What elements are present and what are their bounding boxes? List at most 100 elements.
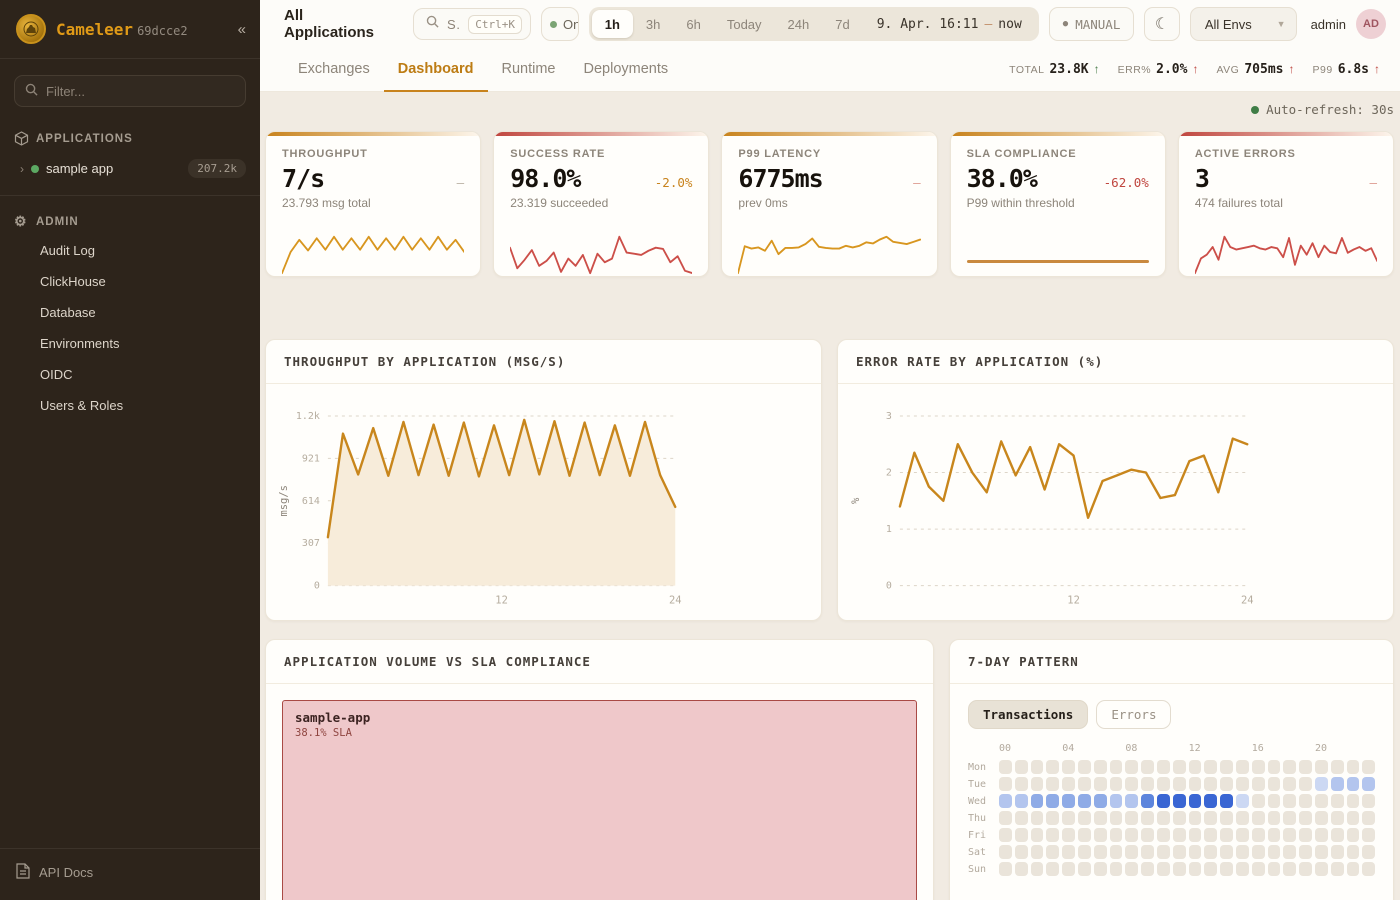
tab-deployments[interactable]: Deployments bbox=[583, 60, 669, 77]
kpi-card-sla-compliance: SLA COMPLIANCE 38.0% -62.0% P99 within thre… bbox=[949, 131, 1166, 277]
tab-runtime[interactable]: Runtime bbox=[501, 60, 556, 77]
svg-text:0: 0 bbox=[886, 581, 892, 592]
search-input[interactable]: S… Ctrl+K bbox=[413, 8, 532, 40]
sidebar-item-users-roles[interactable]: Users & Roles bbox=[40, 398, 124, 413]
heatmap-day-label: Sun bbox=[968, 863, 987, 875]
kpi-label: P99 LATENCY bbox=[738, 148, 821, 160]
dashboard-content: Auto-refresh: 30s THROUGHPUT 7/s – 23.793 m… bbox=[260, 92, 1400, 900]
range-button-3h[interactable]: 3h bbox=[633, 10, 673, 38]
heatmap-cell bbox=[1062, 760, 1075, 774]
heatmap-cell bbox=[1362, 760, 1376, 774]
heatmap-cell bbox=[1220, 828, 1233, 842]
heatmap-tab-transactions[interactable]: Transactions bbox=[968, 700, 1089, 729]
heatmap-cell bbox=[1046, 811, 1060, 825]
heatmap-cell bbox=[1204, 794, 1218, 808]
heatmap-cell bbox=[1220, 811, 1233, 825]
heatmap-cell bbox=[1046, 828, 1060, 842]
summary-stats: TOTAL 23.8K ↑ ERR% 2.0% ↑ AVG 705ms ↑ P99 6.8s ↑ bbox=[1009, 62, 1386, 77]
environment-select[interactable]: All Envs ▼ bbox=[1189, 7, 1297, 41]
date-range-display[interactable]: 9. Apr. 16:11– now bbox=[876, 16, 1022, 32]
sidebar-item-clickhouse[interactable]: ClickHouse bbox=[40, 274, 106, 289]
range-button-6h[interactable]: 6h bbox=[673, 10, 713, 38]
heatmap-hour-label bbox=[1110, 743, 1123, 757]
svg-text:614: 614 bbox=[302, 496, 320, 507]
kpi-body: THROUGHPUT 7/s – 23.793 msg total bbox=[266, 136, 480, 276]
online-status-label: Online bbox=[563, 16, 578, 32]
kpi-accent-strip bbox=[950, 132, 1165, 136]
sidebar-filter-input[interactable]: Filter... bbox=[14, 75, 246, 107]
search-icon bbox=[25, 83, 38, 99]
heatmap-cell bbox=[1172, 845, 1186, 859]
heatmap-cell bbox=[1014, 794, 1028, 808]
heatmap-cell bbox=[1014, 828, 1028, 842]
api-docs-link[interactable]: API Docs bbox=[16, 863, 244, 882]
range-button-today[interactable]: Today bbox=[714, 10, 775, 38]
kpi-delta: -62.0% bbox=[1103, 175, 1149, 190]
admin-section-header: ⚙ ADMIN bbox=[14, 213, 79, 229]
heatmap-cell bbox=[1251, 777, 1265, 791]
svg-text:24: 24 bbox=[1241, 595, 1254, 607]
kpi-label: SLA COMPLIANCE bbox=[966, 148, 1077, 160]
stat-label: AVG bbox=[1216, 64, 1240, 76]
heatmap-cell bbox=[1204, 777, 1218, 791]
heatmap-cell bbox=[1251, 845, 1265, 859]
svg-text:3: 3 bbox=[886, 411, 892, 422]
heatmap-cell bbox=[1125, 845, 1139, 859]
heatmap-cell bbox=[1362, 777, 1376, 791]
stat-label: ERR% bbox=[1117, 64, 1152, 76]
arrow-up-good-icon: ↑ bbox=[1093, 62, 1100, 76]
avatar[interactable]: AD bbox=[1355, 9, 1386, 39]
heatmap-cell bbox=[1062, 862, 1075, 876]
heatmap-hour-label: 12 bbox=[1188, 743, 1201, 754]
sidebar-item-sample-app[interactable]: › sample app 207.2k bbox=[0, 152, 260, 185]
manual-bullet-icon: ● bbox=[1062, 19, 1069, 29]
chevron-down-icon: ▼ bbox=[1276, 19, 1286, 29]
heatmap-cell bbox=[1299, 828, 1312, 842]
heatmap-cell bbox=[1362, 845, 1376, 859]
treemap-node-sample-app[interactable]: sample-app 38.1% SLA bbox=[282, 700, 917, 900]
dark-mode-toggle[interactable]: ☾ bbox=[1144, 7, 1180, 41]
app-version: 69dcce2 bbox=[137, 23, 188, 38]
chart-title: APPLICATION VOLUME VS SLA COMPLIANCE bbox=[266, 640, 933, 684]
search-placeholder: S… bbox=[447, 16, 460, 32]
auto-refresh-dot bbox=[1251, 105, 1260, 114]
sidebar-collapse-button[interactable]: « bbox=[237, 20, 246, 38]
sidebar-item-database[interactable]: Database bbox=[40, 305, 96, 320]
heatmap-cell bbox=[1093, 760, 1107, 774]
sidebar-item-environments[interactable]: Environments bbox=[40, 336, 120, 351]
sidebar-item-oidc[interactable]: OIDC bbox=[40, 367, 73, 382]
heatmap-cell bbox=[1077, 862, 1091, 876]
sidebar-item-audit-log[interactable]: Audit Log bbox=[40, 243, 95, 258]
stat-p99: P99 6.8s ↑ bbox=[1313, 62, 1381, 77]
heatmap-cell bbox=[1030, 777, 1044, 791]
online-status-dot bbox=[550, 20, 558, 28]
manual-refresh-button[interactable]: ● MANUAL bbox=[1048, 7, 1135, 41]
heatmap-cell bbox=[1077, 811, 1091, 825]
heatmap-cell bbox=[1077, 845, 1091, 859]
heatmap-hour-label bbox=[1173, 743, 1186, 757]
heatmap-cell bbox=[1251, 828, 1265, 842]
topbar: All Applications S… Ctrl+K Online 1h3h6h… bbox=[260, 0, 1400, 48]
heatmap-cell bbox=[999, 794, 1012, 808]
heatmap-cell bbox=[1125, 811, 1139, 825]
kpi-subtext: 474 failures total bbox=[1194, 196, 1283, 210]
heatmap-cell bbox=[1314, 828, 1328, 842]
range-button-7d[interactable]: 7d bbox=[822, 10, 862, 38]
range-button-1h[interactable]: 1h bbox=[591, 10, 633, 38]
kpi-subtext: prev 0ms bbox=[738, 196, 788, 210]
heatmap-cell bbox=[1330, 760, 1344, 774]
app-title: Cameleer 69dcce2 bbox=[56, 19, 188, 39]
kpi-label: SUCCESS RATE bbox=[510, 148, 606, 160]
heatmap-row-tue: Tue bbox=[968, 777, 1376, 791]
heatmap-grid: 00 04 08 12 16 20 Mon Tue Wed Thu Fri Sat Sun bbox=[968, 743, 1376, 876]
heatmap-cell bbox=[1030, 862, 1044, 876]
range-button-24h[interactable]: 24h bbox=[775, 10, 823, 38]
heatmap-cell bbox=[1299, 777, 1312, 791]
tab-dashboard[interactable]: Dashboard bbox=[383, 48, 488, 92]
tab-exchanges[interactable]: Exchanges bbox=[298, 60, 370, 77]
online-status-chip[interactable]: Online bbox=[541, 7, 579, 41]
heatmap-tab-errors[interactable]: Errors bbox=[1096, 700, 1172, 729]
kpi-sparkline bbox=[282, 232, 465, 276]
svg-text:%: % bbox=[850, 497, 862, 504]
kpi-card-p99-latency: P99 LATENCY 6775ms – prev 0ms bbox=[721, 131, 938, 277]
